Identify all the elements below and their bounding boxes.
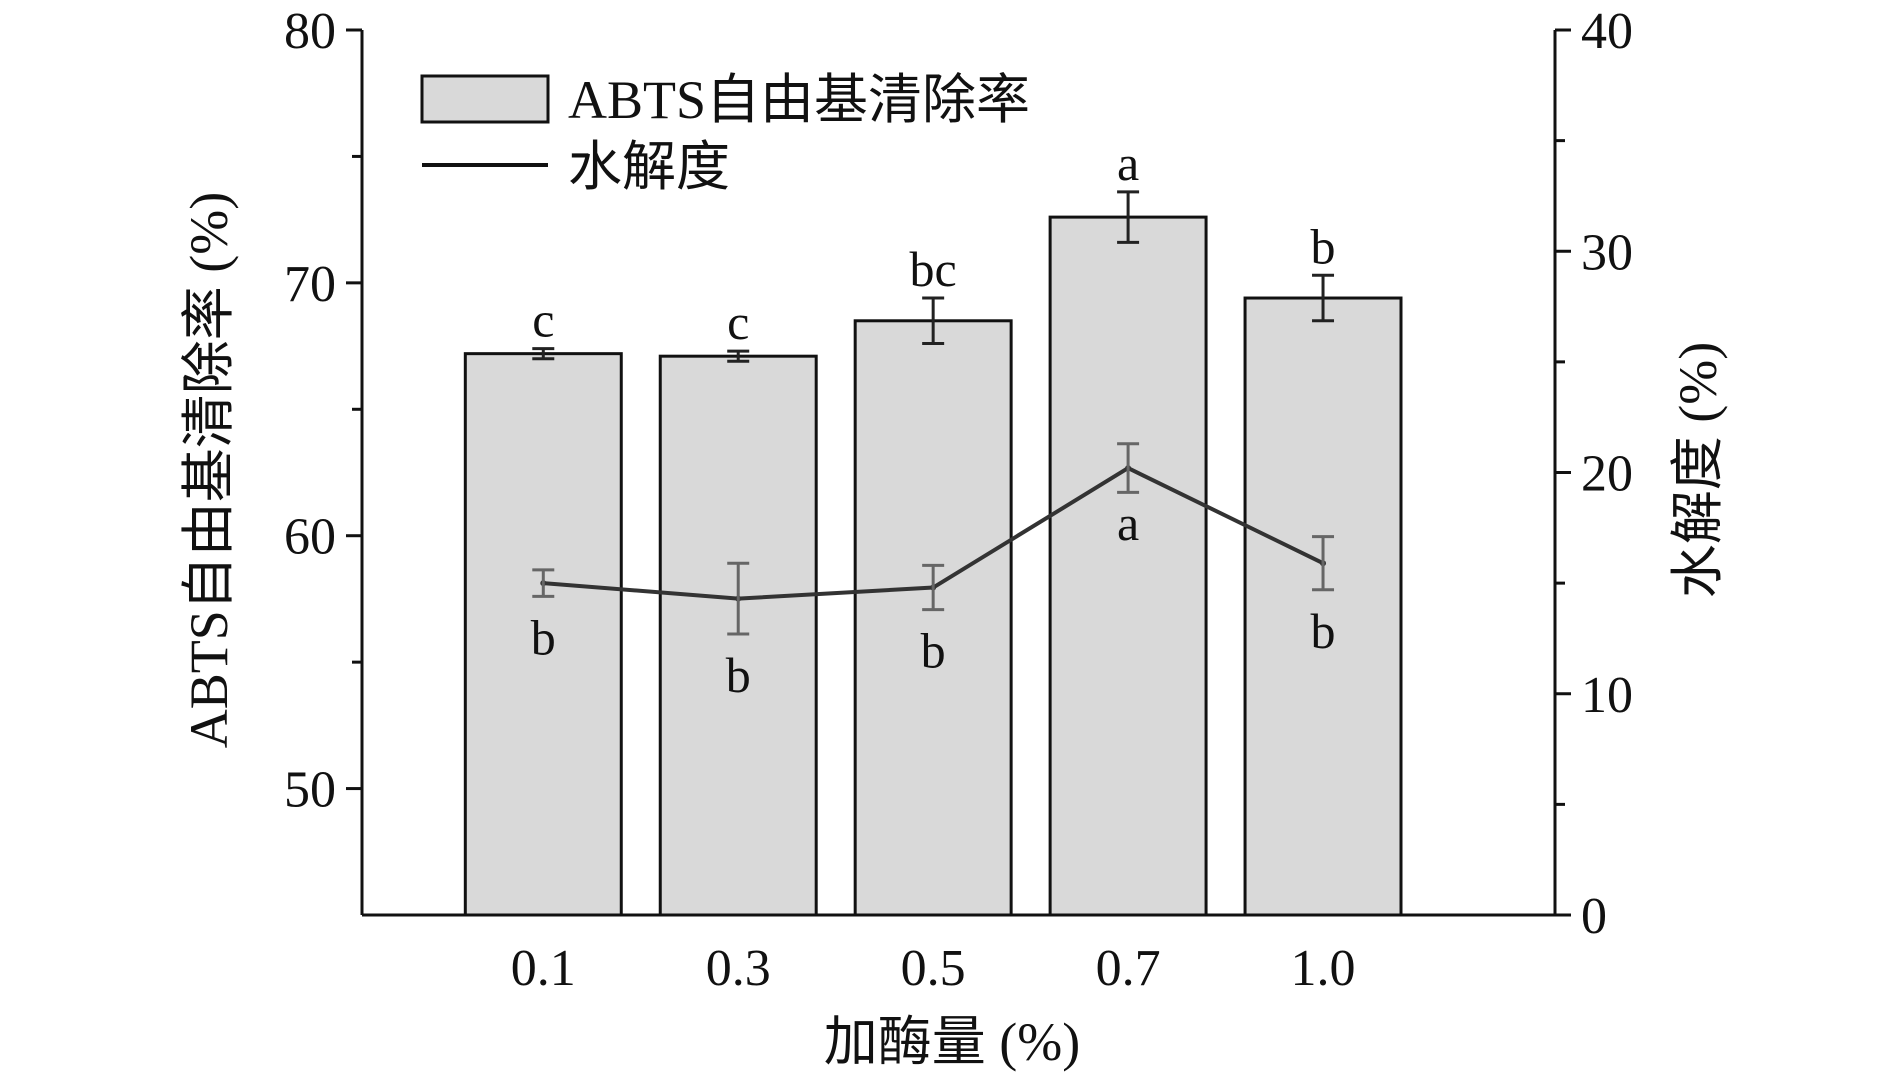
x-tick-label-0.1: 0.1 <box>511 940 576 997</box>
line-significance-1.0: b <box>1311 603 1336 659</box>
y-right-tick-label-10: 10 <box>1581 667 1633 724</box>
y-right-tick-label-20: 20 <box>1581 446 1633 503</box>
bar-significance-0.1: c <box>532 292 554 348</box>
line-significance-0.7: a <box>1117 495 1139 551</box>
y-axis-left-title: ABTS自由基清除率 (%) <box>179 192 239 748</box>
y-right-tick-label-40: 40 <box>1581 3 1633 60</box>
bar-0.1 <box>463 352 623 917</box>
y-right-tick-label-30: 30 <box>1581 224 1633 281</box>
bar-0.3 <box>658 354 818 917</box>
x-tick-label-0.3: 0.3 <box>706 940 771 997</box>
line-significance-0.3: b <box>726 647 751 703</box>
bar-significance-0.5: bc <box>910 241 957 297</box>
axes-layer: 50 60 70 80 0 10 20 30 40 0.1 0.3 0.5 0.7 1.0 <box>284 3 1633 997</box>
x-tick-label-0.7: 0.7 <box>1096 940 1161 997</box>
bar-error-bars-layer <box>532 190 1335 363</box>
y-left-tick-label-50: 50 <box>284 762 336 819</box>
x-tick-label-1.0: 1.0 <box>1291 940 1356 997</box>
x-axis-title: 加酶量 (%) <box>824 1012 1080 1072</box>
y-right-tick-label-0: 0 <box>1581 888 1607 945</box>
line-significance-0.1: b <box>531 609 556 665</box>
y-axis-right-title: 水解度 (%) <box>1668 342 1728 598</box>
bar-significance-layer: c c bc a b <box>532 135 1335 350</box>
legend-label-line: 水解度 <box>568 137 730 197</box>
y-left-tick-label-60: 60 <box>284 509 336 566</box>
y-left-tick-label-80: 80 <box>284 3 336 60</box>
legend-bar-swatch <box>420 74 550 124</box>
line-significance-0.5: b <box>921 623 946 679</box>
x-tick-label-0.5: 0.5 <box>901 940 966 997</box>
bar-0.5 <box>853 319 1013 917</box>
legend: ABTS自由基清除率 水解度 <box>420 70 1030 197</box>
bar-significance-1.0: b <box>1311 218 1336 274</box>
bar-0.7 <box>1048 215 1208 917</box>
legend-label-bars: ABTS自由基清除率 <box>568 70 1030 130</box>
bar-1.0 <box>1243 296 1403 917</box>
bar-significance-0.3: c <box>727 294 749 350</box>
line-significance-layer: b b b a b <box>531 495 1336 703</box>
line-layer <box>532 442 1335 636</box>
bar-significance-0.7: a <box>1117 135 1139 191</box>
y-left-tick-label-70: 70 <box>284 256 336 313</box>
